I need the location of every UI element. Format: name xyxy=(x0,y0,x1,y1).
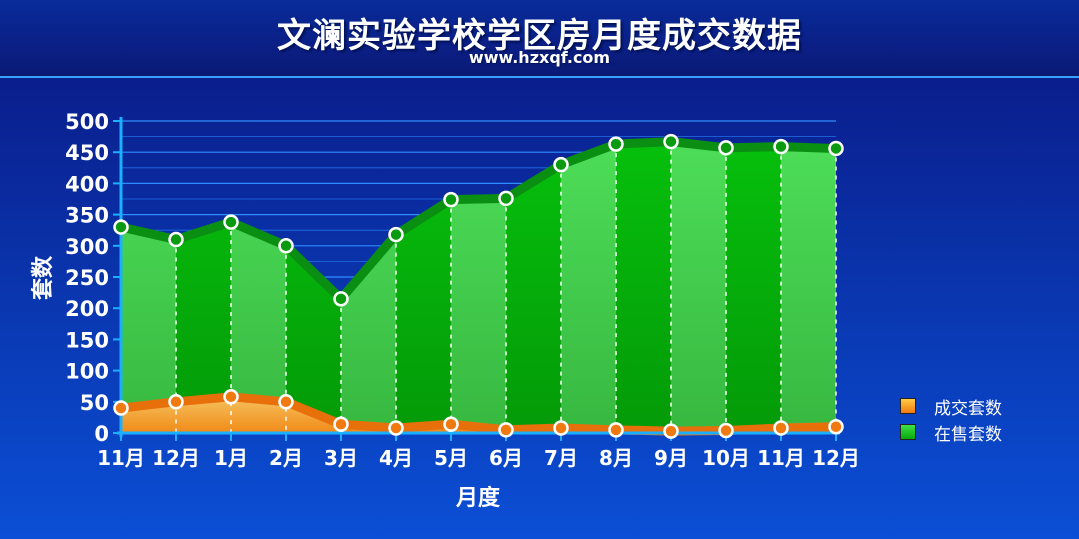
sale-area xyxy=(121,141,836,433)
x-tick-label: 9月 xyxy=(654,446,688,470)
x-tick-label: 7月 xyxy=(544,446,578,470)
x-tick-label: 8月 xyxy=(599,446,633,470)
x-tick-label: 11月 xyxy=(757,446,805,470)
deal-point xyxy=(168,394,184,410)
y-tick-label: 250 xyxy=(65,266,109,290)
sale-point xyxy=(773,138,789,155)
sale-point xyxy=(113,219,129,235)
legend: 成交套数 在售套数 xyxy=(900,393,1002,445)
sale-area-band xyxy=(781,141,836,433)
deal-point xyxy=(828,419,844,435)
deal-point xyxy=(333,416,349,433)
legend-label-sale: 在售套数 xyxy=(934,424,1002,445)
x-tick-label: 4月 xyxy=(379,446,413,470)
deal-point xyxy=(553,420,569,436)
deal-point xyxy=(498,422,514,438)
sale-point xyxy=(828,140,844,157)
y-tick-label: 50 xyxy=(80,391,109,415)
x-tick-label: 12月 xyxy=(152,446,200,470)
axis-layer: 0 50 100 150 200 250 300 350 400 450 500 11月 12月 1月 2月… xyxy=(65,110,860,470)
deal-area xyxy=(121,396,836,433)
legend-swatch-deal xyxy=(900,398,916,414)
y-tick-label: 350 xyxy=(65,204,109,228)
sale-area-band xyxy=(616,141,671,433)
sale-point xyxy=(718,140,734,156)
x-tick-label: 11月 xyxy=(97,446,145,470)
x-tick-label: 6月 xyxy=(489,446,523,470)
x-axis-label: 月度 xyxy=(455,485,501,511)
deal-series-line xyxy=(120,392,837,436)
sale-point xyxy=(498,190,514,207)
y-tick-label: 100 xyxy=(65,360,109,384)
legend-item-deal: 成交套数 xyxy=(900,393,1002,419)
x-tick-label: 10月 xyxy=(702,446,750,470)
deal-point xyxy=(773,420,789,436)
x-tick-label: 5月 xyxy=(434,446,468,470)
deal-point xyxy=(113,400,129,416)
chart-title: 文澜实验学校学区房月度成交数据 xyxy=(277,16,802,56)
sale-point xyxy=(608,136,624,152)
sale-point xyxy=(278,238,294,254)
deal-point xyxy=(223,389,239,405)
y-tick-label: 0 xyxy=(94,422,109,446)
chart-header: 文澜实验学校学区房月度成交数据 www.hzxqf.com xyxy=(0,0,1079,78)
sale-area-band xyxy=(726,141,781,433)
sale-point xyxy=(333,291,349,307)
sale-point xyxy=(443,191,459,208)
y-tick-label: 500 xyxy=(65,110,109,134)
legend-swatch-sale xyxy=(900,424,916,440)
legend-label-deal: 成交套数 xyxy=(934,398,1002,419)
sale-point xyxy=(388,226,404,243)
y-tick-label: 200 xyxy=(65,297,109,321)
y-tick-label: 450 xyxy=(65,141,109,165)
deal-point xyxy=(608,422,624,438)
deal-point xyxy=(388,420,404,436)
x-tick-label: 2月 xyxy=(269,446,303,470)
x-tick-label: 3月 xyxy=(324,446,358,470)
area-layer xyxy=(120,137,837,436)
y-tick-label: 300 xyxy=(65,235,109,259)
legend-item-sale: 在售套数 xyxy=(900,419,1002,445)
sale-area-band xyxy=(561,141,616,433)
sale-point xyxy=(663,133,679,150)
point-layer xyxy=(113,133,844,439)
y-tick-label: 150 xyxy=(65,328,109,352)
deal-point xyxy=(278,394,294,410)
y-axis-label: 套数 xyxy=(30,255,56,300)
deal-point xyxy=(663,423,679,439)
y-tick-label: 400 xyxy=(65,172,109,196)
sale-series-line xyxy=(120,137,837,304)
sale-point xyxy=(553,156,569,173)
chart-subtitle: www.hzxqf.com xyxy=(468,48,611,67)
deal-point xyxy=(718,422,734,439)
sale-point xyxy=(168,231,184,248)
sale-point xyxy=(223,214,239,230)
sale-area-band xyxy=(671,141,726,433)
deal-point xyxy=(443,416,459,433)
x-tick-label: 12月 xyxy=(812,446,860,470)
x-tick-label: 1月 xyxy=(214,446,248,470)
